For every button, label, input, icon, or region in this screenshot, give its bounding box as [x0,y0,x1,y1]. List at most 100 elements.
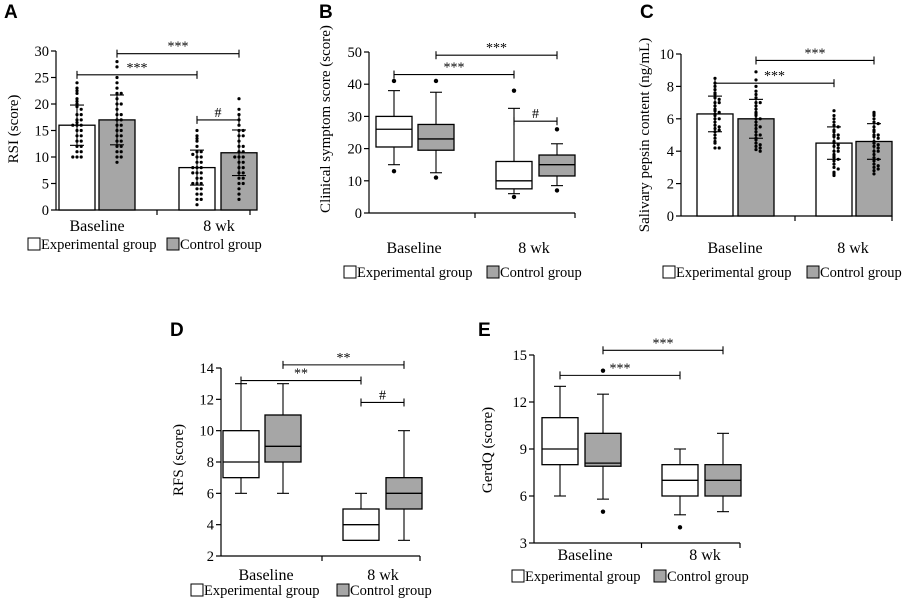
data-point [195,136,199,141]
outlier-point [433,175,439,180]
data-point [713,133,717,137]
data-point [832,120,836,124]
outlier-point [391,78,397,84]
outlier-point [511,194,517,200]
data-point [195,144,199,148]
data-point [832,162,836,166]
data-point [119,123,123,127]
data-point [75,123,79,127]
data-point [119,128,123,133]
data-point [836,157,840,161]
data-point [754,123,758,127]
data-point [876,136,880,140]
data-point [754,104,758,108]
data-point [754,92,758,97]
box [222,430,260,479]
data-point [115,128,119,133]
y-tick-label: 10 [35,150,50,166]
data-point [872,172,876,176]
data-point [832,141,836,145]
panel-b-letter: B [319,2,333,23]
panel-a-legend: Experimental group Control group [27,237,262,253]
data-point [237,197,241,201]
outlier-point [600,368,606,373]
data-point [195,187,199,191]
significance-label: ** [337,351,351,366]
data-point [237,160,241,164]
data-point [754,126,758,131]
data-point [191,166,195,170]
data-point [79,128,83,133]
outlier-point [554,127,560,132]
data-point [832,117,836,121]
data-point [241,166,245,170]
data-point [713,104,717,108]
panel-b-legend: Experimental group Control group [343,265,582,281]
y-tick-label: 20 [348,142,363,158]
data-point [75,118,79,122]
data-point [237,192,241,196]
data-point [717,101,721,105]
significance-label: *** [610,361,631,376]
significance-label: *** [764,69,785,84]
data-point [832,135,836,139]
legend-label-experimental: Experimental group [525,569,641,585]
significance-label: ** [294,367,308,382]
data-point [758,133,762,137]
y-tick-label: 30 [348,109,363,125]
data-point [195,192,199,196]
y-tick-label: 10 [348,174,363,190]
data-point [832,109,836,113]
data-point [237,176,241,180]
panel-b: B Clinical symptom score (score) 0 10 20 30… [318,2,582,281]
data-point [115,155,119,159]
data-point [872,159,876,163]
panel-d-letter: D [170,320,184,341]
data-point [872,135,876,139]
data-point [713,92,717,97]
data-point [115,113,119,117]
data-point [754,120,758,124]
data-point [195,150,199,154]
panel-e-x-category-baseline: Baseline [557,547,612,564]
data-point [195,181,199,186]
data-point [836,149,840,153]
data-point [241,134,245,138]
y-tick-label: 25 [35,71,50,87]
data-point [233,155,237,159]
legend-label-experimental: Experimental group [676,265,792,281]
data-point [876,157,880,161]
data-point [237,134,241,138]
data-point [754,117,758,121]
y-tick-label: 40 [348,77,363,93]
panel-a: A RSI (score) 0 5 10 15 20 25 30 *** *** # Baseli… [4,2,262,253]
y-tick-label: 6 [520,489,527,505]
data-point [754,96,758,100]
data-point [195,166,199,170]
panel-a-x-category-baseline: Baseline [69,218,124,235]
data-point [836,143,840,147]
data-point [241,128,245,133]
data-point [713,123,717,127]
data-point [717,125,721,129]
y-tick-label: 2 [207,549,214,565]
data-point [754,70,758,74]
significance-label: # [379,388,386,403]
data-point [876,122,880,126]
data-point [115,134,119,138]
significance-label: # [532,107,539,122]
significance-label: *** [127,61,148,76]
box [495,160,533,190]
data-point [237,166,241,170]
panel-a-y-axis-label: RSI (score) [6,95,22,164]
data-point [75,139,79,143]
data-point [237,150,241,154]
panel-d-plot: 2 4 6 8 10 12 14 ** ** # [200,351,423,565]
data-point [75,144,79,148]
panel-e-legend: Experimental group Control group [511,569,749,585]
data-point [79,123,83,127]
data-point [199,176,203,180]
panel-c: C Salivary pepsin content (ng/mL) 0 2 4 6 8 1… [637,2,902,281]
data-point [199,155,203,159]
